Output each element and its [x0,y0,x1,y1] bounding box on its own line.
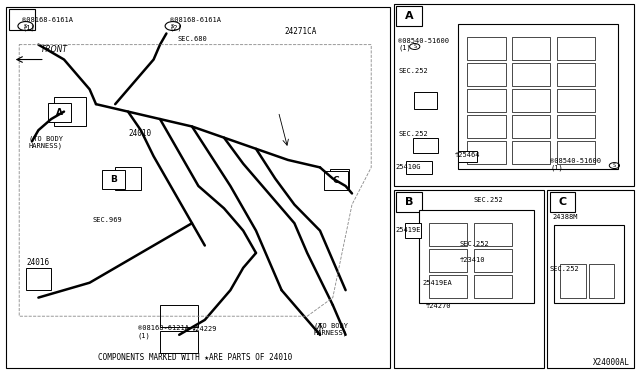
Bar [26,268,51,290]
Bar [394,190,544,368]
Bar [406,161,432,174]
Text: ®08540-51600
(1): ®08540-51600 (1) [550,158,602,171]
Text: ®08168-6161A
(2): ®08168-6161A (2) [170,17,221,31]
Bar [467,63,506,86]
Text: 25410G: 25410G [396,164,421,170]
Text: ★24229: ★24229 [192,326,218,332]
Text: ☥23410: ☥23410 [460,257,485,263]
Bar [48,103,71,122]
Bar [557,89,595,112]
Bar [396,192,422,212]
Bar [512,115,550,138]
Text: X24000AL: X24000AL [593,358,630,367]
Text: ☥24270: ☥24270 [426,303,451,309]
Text: C: C [559,197,566,207]
Bar [512,141,550,164]
Bar [102,170,125,189]
Text: ®08168-6161A
(1): ®08168-6161A (1) [22,17,74,31]
Bar [405,223,421,238]
Bar [429,275,467,298]
Bar [467,89,506,112]
Bar [330,169,349,188]
Bar [467,37,506,60]
Bar [9,9,35,30]
Bar [54,97,86,126]
Text: SEC.252: SEC.252 [398,131,428,137]
Text: 24388M: 24388M [552,214,578,219]
Text: ®08540-51600
(1): ®08540-51600 (1) [398,38,449,51]
Text: 25419E: 25419E [396,227,421,233]
Text: C: C [333,176,339,185]
Bar [474,249,512,272]
Text: COMPONENTS MARKED WITH ★ARE PARTS OF 24010: COMPONENTS MARKED WITH ★ARE PARTS OF 240… [98,353,292,362]
Bar [458,151,477,162]
Text: (TO BODY
HARNESS): (TO BODY HARNESS) [29,135,63,149]
Bar [396,6,422,26]
Text: SEC.680: SEC.680 [178,36,207,42]
Text: SEC.252: SEC.252 [460,241,489,247]
FancyBboxPatch shape [419,210,534,303]
Bar [467,141,506,164]
Bar [474,275,512,298]
Text: 24271CA: 24271CA [285,27,317,36]
Bar [557,37,595,60]
Bar [6,7,390,368]
Bar [324,171,348,190]
Text: ☥25464: ☥25464 [454,153,480,158]
Text: S: S [413,44,416,49]
Text: SEC.252: SEC.252 [549,266,579,272]
Bar [115,167,141,190]
Bar [413,138,438,153]
FancyBboxPatch shape [554,225,624,303]
Text: 24016: 24016 [27,258,50,267]
Bar [557,115,595,138]
Text: (TO BODY
HARNESS): (TO BODY HARNESS) [314,322,348,336]
Bar [160,331,198,353]
Text: FRONT: FRONT [42,45,68,54]
Text: S: S [24,23,28,29]
Text: S: S [613,163,616,168]
Bar [547,190,634,368]
Bar [160,305,198,327]
Text: SEC.252: SEC.252 [398,68,428,74]
Bar [512,89,550,112]
Bar [550,192,575,212]
Bar [474,223,512,246]
Bar [589,264,614,298]
Bar [512,37,550,60]
Text: A: A [404,11,413,21]
Text: 24010: 24010 [128,129,151,138]
Text: S: S [171,23,175,29]
Bar [557,141,595,164]
Text: B: B [404,197,413,207]
Bar [415,92,437,109]
Bar [467,115,506,138]
Text: 25419EA: 25419EA [422,280,452,286]
Bar [557,63,595,86]
Text: SEC.969: SEC.969 [93,217,122,223]
Text: B: B [111,175,117,184]
Bar [560,264,586,298]
Text: ®08168-6121A
(1): ®08168-6121A (1) [138,325,189,339]
Bar [512,63,550,86]
Bar [429,223,467,246]
FancyBboxPatch shape [458,24,618,169]
Bar [429,249,467,272]
Bar [394,4,634,186]
Text: A: A [56,108,63,117]
Text: SEC.252: SEC.252 [474,197,503,203]
